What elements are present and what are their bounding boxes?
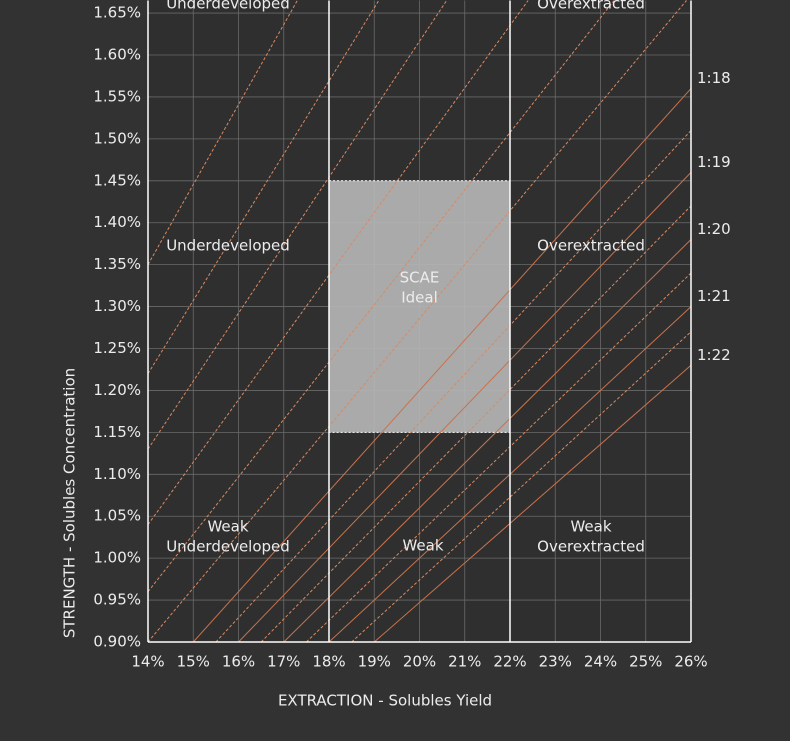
ratio-label: 1:18 bbox=[697, 69, 731, 87]
ratio-line-dashed bbox=[260, 205, 692, 643]
ideal-zone bbox=[328, 180, 511, 433]
ratio-label: 1:19 bbox=[697, 153, 731, 171]
ratio-line-dashed bbox=[147, 0, 529, 525]
y-axis-label: STRENGTH - Solubles Concentration bbox=[61, 368, 79, 638]
zone-label: Weak bbox=[402, 537, 443, 555]
x-tick-label: 22% bbox=[493, 653, 526, 671]
ratio-line-dashed bbox=[147, 0, 615, 592]
x-tick-label: 23% bbox=[539, 653, 572, 671]
x-axis-label: EXTRACTION - Solubles Yield bbox=[278, 692, 492, 710]
y-tick-label: 0.95% bbox=[93, 591, 141, 609]
x-tick-label: 18% bbox=[312, 653, 345, 671]
y-tick-label: 1.40% bbox=[93, 213, 141, 231]
zone-label: Weak bbox=[207, 518, 248, 536]
ratio-line-dashed bbox=[215, 130, 692, 643]
y-tick-label: 1.65% bbox=[93, 4, 141, 22]
ratio-line-dashed bbox=[147, 0, 380, 374]
ratio-label: 1:22 bbox=[697, 346, 731, 364]
x-tick-label: 21% bbox=[448, 653, 481, 671]
ideal-label: SCAE bbox=[400, 269, 440, 287]
y-tick-label: 1.25% bbox=[93, 339, 141, 357]
zone-label: Overextracted bbox=[537, 237, 645, 255]
y-tick-label: 1.35% bbox=[93, 255, 141, 273]
x-tick-label: 19% bbox=[358, 653, 391, 671]
y-tick-label: 1.55% bbox=[93, 87, 141, 105]
y-tick-label: 1.30% bbox=[93, 297, 141, 315]
ratio-line-dashed bbox=[306, 272, 692, 643]
ratio-line-dashed bbox=[147, 0, 298, 265]
zone-label: Overextracted bbox=[537, 538, 645, 556]
x-tick-label: 14% bbox=[131, 653, 164, 671]
ratio-line bbox=[192, 88, 692, 643]
zone-label: Underdeveloped bbox=[166, 237, 290, 255]
ratio-line-dashed bbox=[351, 331, 692, 643]
y-tick-label: 1.15% bbox=[93, 423, 141, 441]
x-tick-label: 26% bbox=[674, 653, 707, 671]
zone-label: Overextracted bbox=[537, 0, 645, 13]
y-tick-label: 1.10% bbox=[93, 465, 141, 483]
ratio-line bbox=[238, 172, 692, 643]
zone-label: Underdeveloped bbox=[166, 0, 290, 13]
x-tick-label: 25% bbox=[629, 653, 662, 671]
y-tick-label: 0.90% bbox=[93, 633, 141, 651]
y-tick-label: 1.20% bbox=[93, 381, 141, 399]
ratio-line bbox=[283, 239, 692, 643]
x-tick-label: 16% bbox=[222, 653, 255, 671]
zone-label: Underdeveloped bbox=[166, 538, 290, 556]
y-tick-label: 1.45% bbox=[93, 171, 141, 189]
ratio-label: 1:21 bbox=[697, 287, 731, 305]
y-tick-label: 1.60% bbox=[93, 46, 141, 64]
ideal-label: Ideal bbox=[401, 289, 438, 307]
x-tick-label: 17% bbox=[267, 653, 300, 671]
y-tick-label: 1.00% bbox=[93, 549, 141, 567]
x-tick-label: 20% bbox=[403, 653, 436, 671]
y-tick-label: 1.50% bbox=[93, 129, 141, 147]
ratio-line-dashed bbox=[147, 0, 687, 643]
x-tick-label: 24% bbox=[584, 653, 617, 671]
y-tick-label: 1.05% bbox=[93, 507, 141, 525]
ratio-line bbox=[373, 364, 692, 643]
zone-label: Weak bbox=[570, 518, 611, 536]
ratio-label: 1:20 bbox=[697, 220, 731, 238]
x-tick-label: 15% bbox=[177, 653, 210, 671]
